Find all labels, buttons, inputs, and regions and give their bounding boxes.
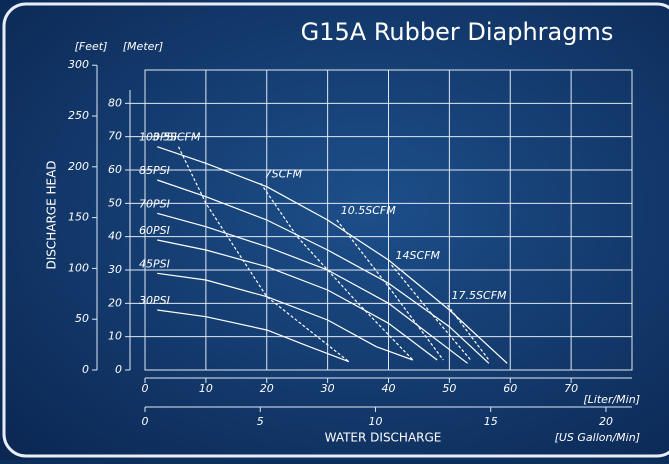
y-tick-label: 40 (108, 230, 122, 243)
series-label: 17.5SCFM (452, 289, 507, 302)
series-label: 45PSI (139, 257, 170, 270)
y-tick-label: 30 (108, 263, 122, 276)
y2-tick-label: 150 (68, 211, 89, 224)
y2-tick-label: 0 (82, 363, 89, 376)
series-label: 3.5SCFM (152, 131, 200, 144)
series-label: 85PSI (139, 164, 170, 177)
y-axis-title: DISCHARGE HEAD (45, 160, 59, 269)
chart-title: G15A Rubber Diaphragms (301, 18, 614, 46)
x2-tick-label: 5 (257, 415, 264, 428)
y2-tick-label: 50 (75, 312, 89, 325)
x-tick-label: 50 (442, 382, 456, 395)
x2-tick-label: 15 (484, 415, 498, 428)
series-label: 14SCFM (396, 249, 441, 262)
y-tick-label: 70 (108, 130, 122, 143)
x-tick-label: 30 (321, 382, 335, 395)
x-tick-label: 60 (503, 382, 517, 395)
x-tick-label: 0 (142, 382, 149, 395)
y2-tick-label: 100 (68, 261, 89, 274)
series-label: 10.5SCFM (341, 204, 396, 217)
y-tick-label: 50 (108, 196, 122, 209)
series-label: 7SCFM (265, 167, 303, 180)
y-tick-label: 60 (108, 163, 122, 176)
x2-tick-label: 10 (368, 415, 382, 428)
x-tick-label: 40 (382, 382, 396, 395)
y-tick-label: 10 (108, 330, 122, 343)
y-unit: [Meter] (123, 40, 163, 53)
y2-tick-label: 300 (68, 58, 89, 71)
y2-tick-label: 250 (68, 109, 89, 122)
series-label: 30PSI (139, 294, 170, 307)
x2-unit: [US Gallon/Min] (555, 431, 640, 444)
y2-unit: [Feet] (75, 40, 108, 53)
x2-tick-label: 20 (599, 415, 613, 428)
x-tick-label: 70 (564, 382, 578, 395)
y-tick-label: 20 (108, 296, 122, 309)
x-axis-title: WATER DISCHARGE (325, 431, 442, 445)
y-tick-label: 80 (108, 96, 122, 109)
series-label: 60PSI (139, 224, 170, 237)
chart: G15A Rubber Diaphragms DISCHARGE HEAD WA… (0, 0, 669, 460)
y-tick-label: 0 (115, 363, 122, 376)
x-unit: [Liter/Min] (583, 393, 640, 406)
series-label: 70PSI (139, 197, 170, 210)
y2-tick-label: 200 (68, 160, 89, 173)
x2-tick-label: 0 (142, 415, 149, 428)
x-tick-label: 10 (199, 382, 213, 395)
page: {"chart_data": { "type": "line", "title"… (0, 0, 669, 460)
x-tick-label: 20 (260, 382, 274, 395)
